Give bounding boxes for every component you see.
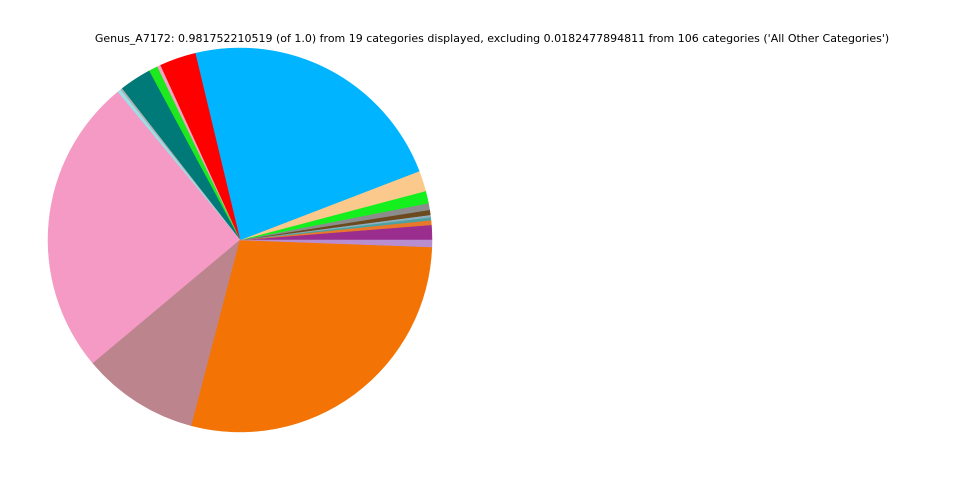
pie-slice [239,239,433,248]
chart-title: Genus_A7172: 0.981752210519 (of 1.0) fro… [95,32,889,45]
pie-slice [191,239,433,433]
pie-slice [47,91,241,364]
pie-slice [194,47,420,241]
pie-slice [92,239,241,427]
